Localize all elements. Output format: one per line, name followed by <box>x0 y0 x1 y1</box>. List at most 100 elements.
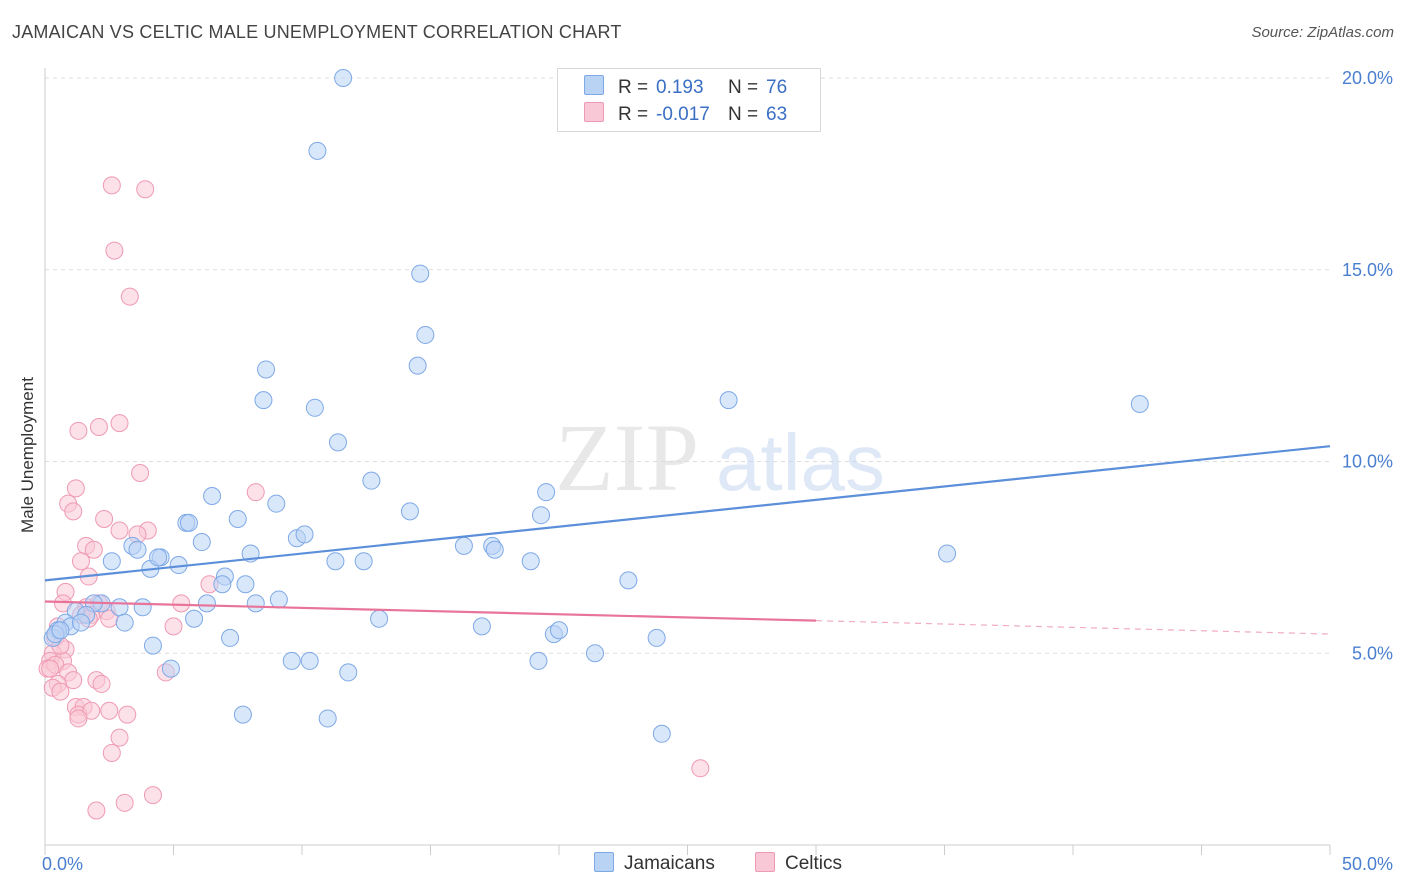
jamaican-point <box>115 613 134 632</box>
celtic-point <box>118 705 137 724</box>
jamaican-point <box>257 360 276 379</box>
jamaican-point <box>529 651 548 670</box>
jamaican-point <box>472 617 491 636</box>
celtic-point <box>172 594 191 613</box>
jamaicans-points <box>43 69 1149 743</box>
jamaican-point <box>71 613 90 632</box>
jamaican-point <box>537 483 556 502</box>
celtic-point <box>115 793 134 812</box>
jamaican-point <box>161 659 180 678</box>
celtic-point <box>164 617 183 636</box>
jamaican-point <box>254 391 273 410</box>
celtic-point <box>105 241 124 260</box>
jamaican-point <box>185 609 204 628</box>
celtic-point <box>110 728 129 747</box>
celtic-point <box>41 659 60 678</box>
jamaican-point <box>51 621 70 640</box>
jamaican-point <box>295 525 314 544</box>
celtic-point <box>89 417 108 436</box>
celtic-point <box>95 510 114 529</box>
legend-row-celtics: R = -0.017 N = 63 <box>584 102 787 126</box>
legend-n-value: 76 <box>766 77 788 98</box>
grid-lines <box>45 77 1330 654</box>
jamaican-point <box>149 548 168 567</box>
celtic-point <box>69 709 88 728</box>
legend-r-value: -0.017 <box>656 104 710 125</box>
jamaican-point <box>328 433 347 452</box>
y-tick-label: 20.0% <box>1342 68 1393 88</box>
bottom-legend-label: Jamaicans <box>624 853 715 874</box>
jamaican-point <box>228 510 247 529</box>
legend: R = 0.193 N = 76 R = -0.017 N = 63 <box>557 68 821 132</box>
bottom-legend-swatch-jamaicans <box>594 852 614 872</box>
jamaican-point <box>550 621 568 640</box>
celtic-point <box>100 701 119 720</box>
trend-lines <box>44 445 1331 635</box>
jamaican-point <box>408 356 427 375</box>
celtic-point <box>69 421 88 440</box>
jamaican-point <box>318 709 337 728</box>
celtic-point <box>66 479 85 498</box>
celtic-point <box>691 759 710 778</box>
celtic-point <box>87 801 106 820</box>
celtic-point <box>143 786 162 805</box>
jamaican-point <box>652 724 671 743</box>
legend-swatch-celtics <box>584 102 604 122</box>
jamaican-point <box>521 552 540 571</box>
legend-row-jamaicans: R = 0.193 N = 76 <box>584 75 787 99</box>
jamaican-point <box>282 651 301 670</box>
legend-n-value: 63 <box>766 104 788 125</box>
jamaican-point <box>143 636 162 655</box>
jamaican-point <box>647 628 666 647</box>
jamaican-point <box>128 540 147 559</box>
x-tick-label: 0.0% <box>42 854 83 874</box>
celtics-points <box>38 176 710 820</box>
legend-n-label: N = <box>728 77 759 98</box>
jamaican-point <box>213 575 232 594</box>
legend-r-label: R = <box>618 104 649 125</box>
celtic-point <box>131 464 150 483</box>
legend-n-label: N = <box>728 104 759 125</box>
jamaican-point <box>221 628 240 647</box>
jamaican-point <box>411 264 430 283</box>
celtic-point <box>246 483 265 502</box>
celtic-point <box>64 502 83 521</box>
celtic-point <box>71 552 90 571</box>
jamaican-point <box>1130 394 1149 413</box>
bottom-legend-celtics: Celtics <box>755 852 842 875</box>
celtic-point <box>51 682 70 701</box>
bottom-legend: Jamaicans Celtics <box>0 852 1406 878</box>
watermark-atlas: atlas <box>716 418 885 507</box>
y-tick-label: 15.0% <box>1342 260 1393 280</box>
celtic-point <box>110 521 129 540</box>
y-tick-label: 5.0% <box>1352 643 1393 663</box>
jamaican-point <box>354 552 373 571</box>
jamaican-point <box>110 598 129 617</box>
bottom-legend-label: Celtics <box>785 853 843 874</box>
celtic-point <box>110 414 129 433</box>
jamaican-point <box>619 571 638 590</box>
jamaican-point <box>362 471 381 490</box>
jamaican-point <box>236 575 255 594</box>
celtic-point <box>102 176 121 195</box>
jamaican-point <box>339 663 358 682</box>
jamaican-point <box>197 594 216 613</box>
jamaican-point <box>454 536 473 555</box>
jamaican-point <box>233 705 252 724</box>
axes <box>44 68 1331 855</box>
celtic-point <box>136 180 155 199</box>
jamaican-trend-line <box>44 445 1331 582</box>
legend-r-label: R = <box>618 77 649 98</box>
x-tick-label: 50.0% <box>1342 854 1393 874</box>
celtic-trend-extension <box>815 620 1331 635</box>
bottom-legend-jamaicans: Jamaicans <box>594 852 715 875</box>
jamaican-point <box>179 513 198 532</box>
jamaican-point <box>416 325 435 344</box>
jamaican-point <box>192 533 211 552</box>
celtic-point <box>120 287 139 306</box>
jamaican-point <box>370 609 389 628</box>
celtic-point <box>84 540 103 559</box>
celtic-point <box>92 674 111 693</box>
celtic-point <box>102 743 121 762</box>
